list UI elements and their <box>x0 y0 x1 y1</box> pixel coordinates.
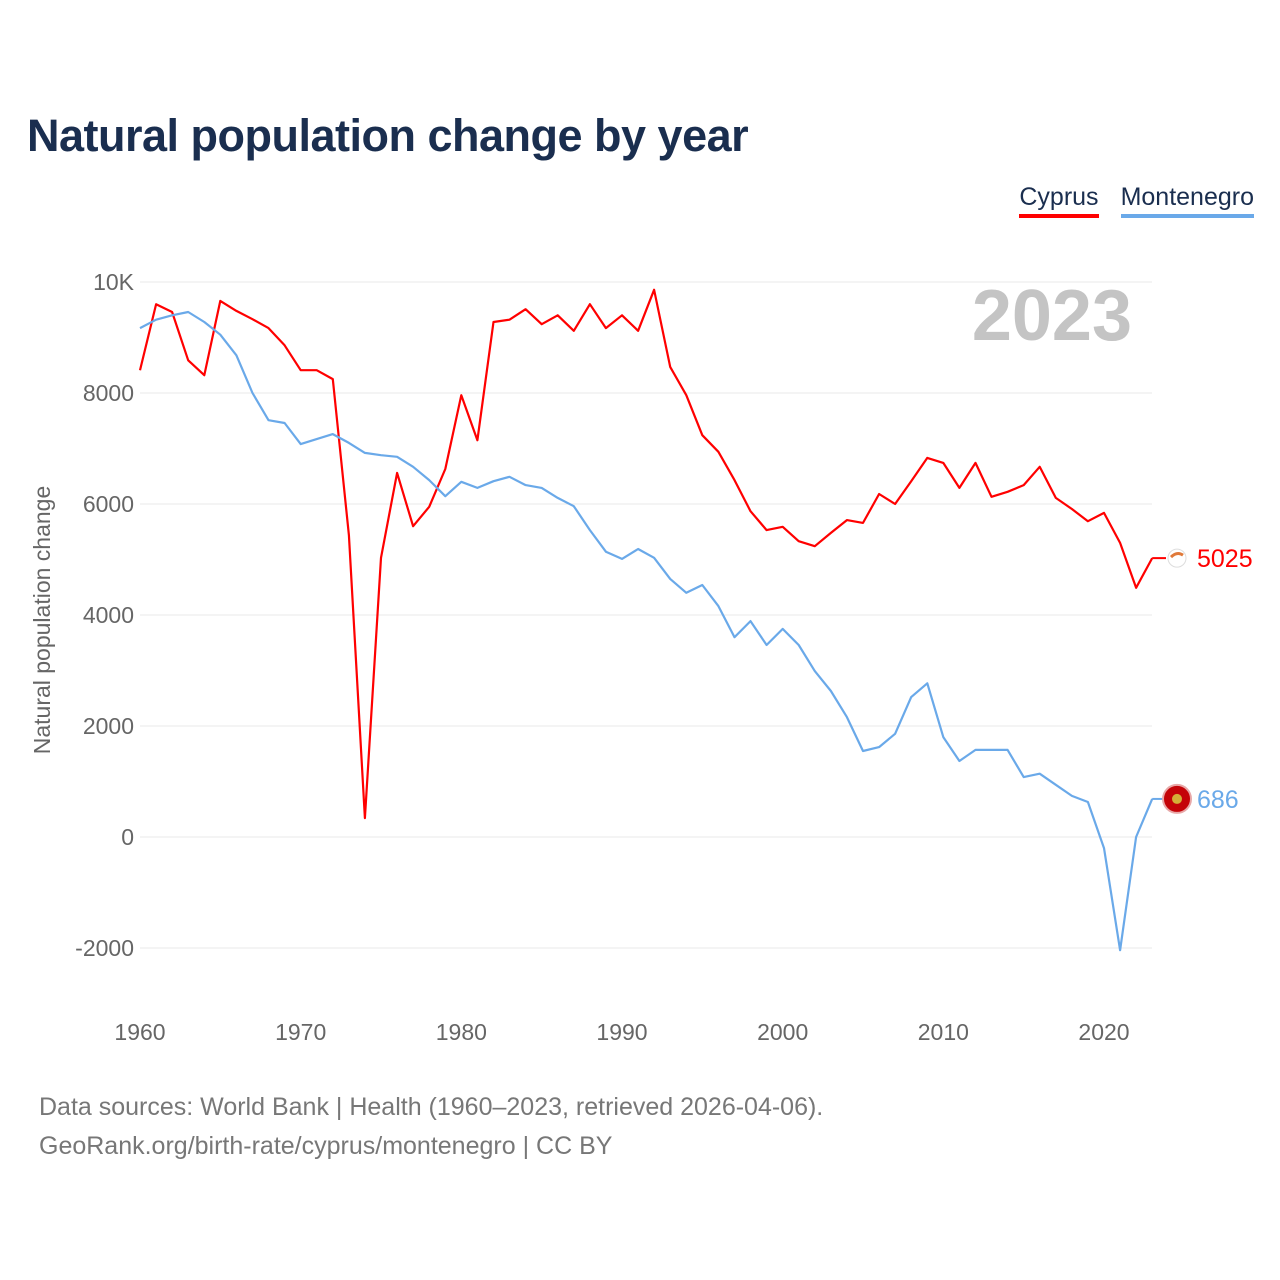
x-tick-label: 2020 <box>1078 1019 1129 1045</box>
x-tick-label: 1970 <box>275 1019 326 1045</box>
series-line-cyprus <box>138 288 1154 820</box>
y-tick-label: 4000 <box>83 602 134 628</box>
y-tick-label: 8000 <box>83 380 134 406</box>
x-tick-label: 2000 <box>757 1019 808 1045</box>
end-value-label-cyprus: 5025 <box>1197 545 1253 573</box>
source-link[interactable]: GeoRank.org/birth-rate/cyprus/montenegro… <box>39 1132 613 1160</box>
end-value-label-montenegro: 686 <box>1197 786 1239 814</box>
montenegro-flag-emblem-icon <box>1172 793 1182 804</box>
x-tick-label: 1960 <box>114 1019 165 1045</box>
year-label: 2023 <box>972 276 1132 356</box>
footer: Data sources: World Bank | Health (1960–… <box>39 1088 823 1166</box>
legend-item-montenegro[interactable]: Montenegro <box>1120 183 1254 218</box>
cyprus-flag-icon <box>1167 548 1187 568</box>
x-tick-label: 2010 <box>918 1019 969 1045</box>
x-tick-label: 1990 <box>596 1019 647 1045</box>
x-tick-label: 1980 <box>436 1019 487 1045</box>
y-tick-label: 10K <box>93 269 135 295</box>
legend-item-cyprus[interactable]: Cyprus <box>1019 183 1099 218</box>
y-tick-label: -2000 <box>75 935 134 961</box>
cyprus-flag-map-icon <box>1169 552 1184 559</box>
chart-title: Natural population change by year <box>27 110 749 161</box>
series-line-montenegro <box>139 310 1154 952</box>
y-tick-label: 2000 <box>83 713 134 739</box>
legend: Cyprus Montenegro <box>1019 183 1254 218</box>
y-axis-label: Natural population change <box>29 486 55 755</box>
data-source-text: Data sources: World Bank | Health (1960–… <box>39 1093 824 1121</box>
y-tick-label: 0 <box>121 824 134 850</box>
y-tick-label: 6000 <box>83 491 134 517</box>
